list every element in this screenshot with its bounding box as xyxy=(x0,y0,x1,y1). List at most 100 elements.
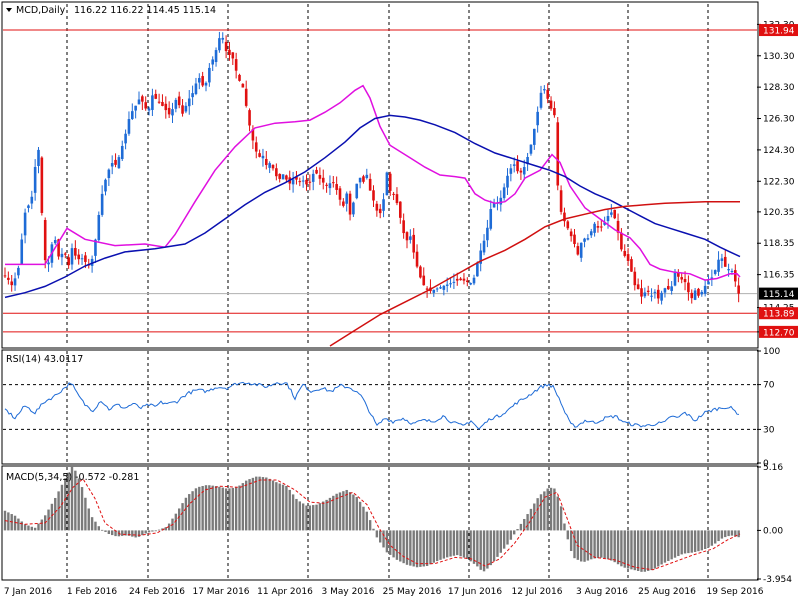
chevron-down-icon[interactable] xyxy=(6,8,12,12)
candle-body xyxy=(161,101,164,106)
macd-bar xyxy=(27,525,30,531)
macd-bar xyxy=(107,530,111,535)
macd-bar xyxy=(442,530,446,559)
candle-body xyxy=(455,278,459,281)
candle-body xyxy=(37,149,40,166)
candle-body xyxy=(499,197,503,205)
rsi-axis: 0 30 70 100 xyxy=(757,347,780,469)
macd-bar xyxy=(693,530,697,553)
y-tick-label: 70 xyxy=(763,381,775,391)
candle-body xyxy=(600,226,603,228)
candle-body xyxy=(596,226,600,228)
candle-body xyxy=(251,129,255,141)
candle-body xyxy=(378,208,382,214)
macd-bar xyxy=(251,477,255,531)
macd-bar xyxy=(208,485,211,531)
macd-bar xyxy=(415,530,419,568)
rsi-line xyxy=(3,381,757,430)
macd-bar xyxy=(241,483,245,531)
candle-body xyxy=(650,295,653,297)
macd-bar xyxy=(291,494,295,531)
macd-bar xyxy=(87,508,90,531)
macd-bar xyxy=(513,530,516,535)
candle-body xyxy=(613,209,616,219)
macd-bar xyxy=(80,487,84,531)
y-tick-label: 5.16 xyxy=(763,463,783,473)
candle-body xyxy=(656,289,660,299)
price-tag-label: 115.14 xyxy=(763,290,795,300)
macd-bar xyxy=(533,503,536,531)
macd-bar xyxy=(446,530,449,558)
candle-body xyxy=(315,169,318,174)
candle-body xyxy=(526,156,529,165)
x-tick-label: 7 Jan 2016 xyxy=(4,587,52,597)
candle-body xyxy=(211,59,214,65)
candle-body xyxy=(308,181,312,183)
macd-bar xyxy=(590,530,593,560)
macd-bar xyxy=(164,527,167,531)
macd-bar xyxy=(673,530,677,558)
macd-bar xyxy=(623,530,626,568)
price-tag-label: 131.94 xyxy=(763,27,795,37)
candle-body xyxy=(57,239,60,257)
price-tag-label: 112.70 xyxy=(763,328,795,338)
macd-bar xyxy=(261,477,265,531)
candle-body xyxy=(23,212,27,236)
macd-bar xyxy=(154,530,157,532)
macd-bar xyxy=(670,530,673,560)
candle-body xyxy=(127,119,131,134)
candle-body xyxy=(579,242,583,258)
macd-bar xyxy=(573,530,576,559)
candle-body xyxy=(144,102,147,109)
macd-bar xyxy=(288,489,291,531)
candle-body xyxy=(107,169,111,179)
macd-bar xyxy=(429,530,432,565)
candle-body xyxy=(382,199,385,211)
macd-bar xyxy=(657,530,660,567)
macd-bar xyxy=(459,530,462,557)
candle-body xyxy=(576,246,580,255)
macd-bar xyxy=(556,496,559,531)
candle-body xyxy=(586,238,590,240)
candle-body xyxy=(415,251,419,267)
macd-bar xyxy=(352,494,355,531)
moving-average-line xyxy=(4,114,741,299)
candle-body xyxy=(352,202,355,215)
macd-bar xyxy=(174,513,178,531)
candle-body xyxy=(422,275,426,286)
macd-bar xyxy=(127,530,131,536)
macd-bar xyxy=(231,487,234,531)
macd-bar xyxy=(77,478,80,531)
macd-bar xyxy=(238,485,241,531)
candle-body xyxy=(556,122,560,186)
rsi-polyline xyxy=(4,381,740,430)
macd-bar xyxy=(131,530,134,537)
rsi-pane: 0 30 70 100 RSI(14) 43.0117 xyxy=(1,347,780,469)
candle-body xyxy=(181,105,184,114)
macd-bar xyxy=(586,530,590,561)
macd-bar xyxy=(703,530,707,550)
macd-bar xyxy=(60,484,64,531)
candle-body xyxy=(167,107,171,115)
y-tick-label: 130.30 xyxy=(763,52,795,62)
macd-bar xyxy=(687,530,690,554)
candle-body xyxy=(295,176,298,180)
macd-bar xyxy=(630,530,633,570)
candle-body xyxy=(141,96,144,102)
macd-bar xyxy=(596,530,600,559)
macd-bar xyxy=(519,523,523,531)
macd-signal-line xyxy=(4,478,741,571)
macd-bar xyxy=(328,497,332,531)
macd-bar xyxy=(188,494,191,531)
candle-body xyxy=(137,99,141,105)
macd-bar xyxy=(362,506,365,531)
candle-body xyxy=(67,257,70,266)
x-tick-label: 3 Aug 2016 xyxy=(576,587,628,597)
candle-body xyxy=(589,231,593,236)
candle-body xyxy=(265,158,268,166)
candle-body xyxy=(214,50,218,63)
macd-bar xyxy=(121,530,124,536)
candle-body xyxy=(439,287,442,289)
macd-bar xyxy=(452,530,456,556)
candle-body xyxy=(194,83,198,95)
